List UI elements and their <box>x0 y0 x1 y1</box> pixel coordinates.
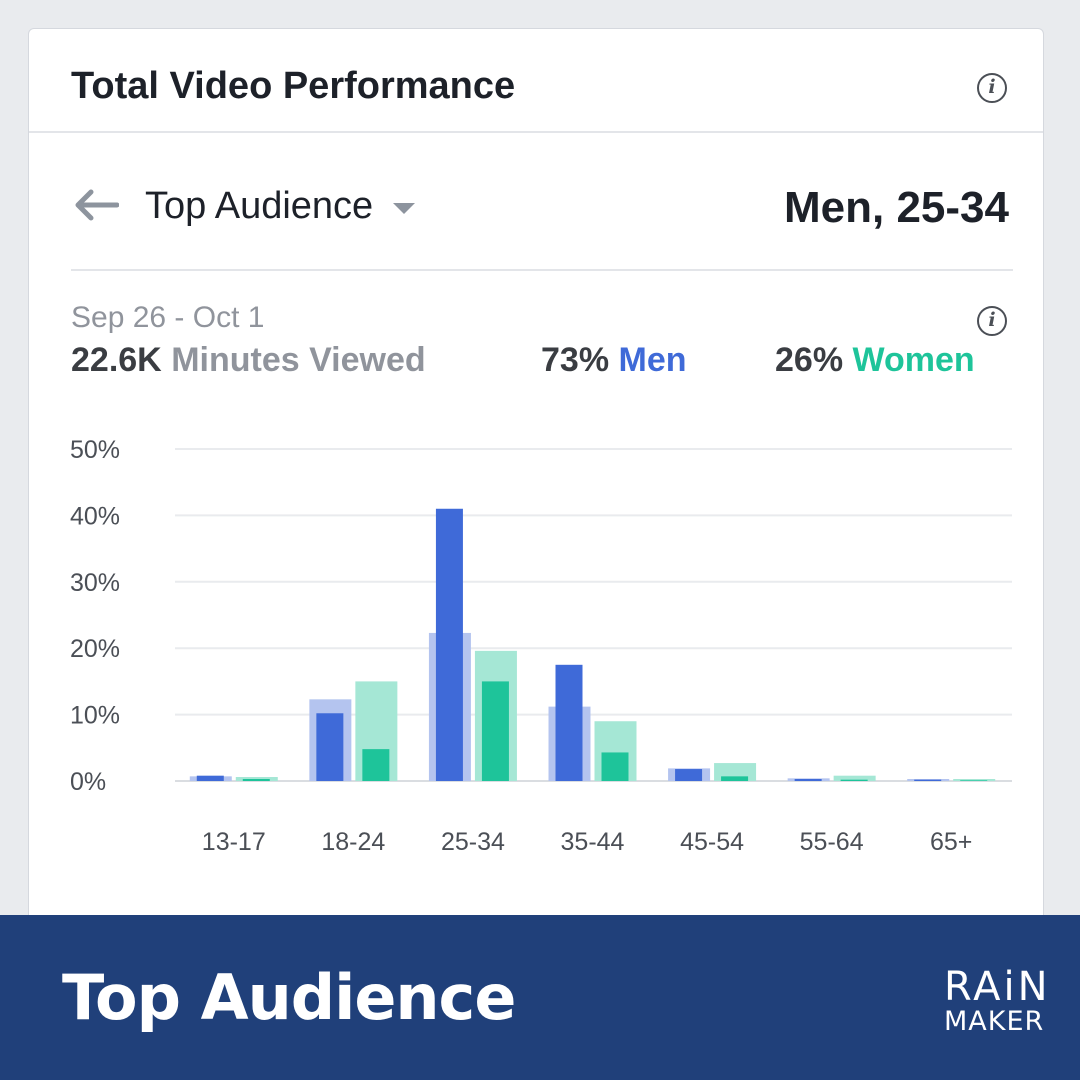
banner-title: Top Audience <box>62 961 516 1034</box>
women-percent: 26% <box>775 341 844 379</box>
audience-dropdown[interactable]: Top Audience <box>145 185 416 228</box>
y-tick-label: 30% <box>70 569 120 597</box>
y-tick-label: 50% <box>70 436 120 464</box>
back-arrow-icon[interactable] <box>73 189 119 221</box>
x-tick-label: 55-64 <box>800 828 864 856</box>
x-tick-label: 13-17 <box>202 828 266 856</box>
bar-women-45-54[interactable] <box>721 776 749 781</box>
men-label: Men <box>618 341 687 379</box>
minutes-viewed-stat: 22.6K Minutes Viewed <box>71 341 426 380</box>
bar-men-35-44[interactable] <box>555 664 583 781</box>
x-tick-label: 18-24 <box>321 828 385 856</box>
bar-men-25-34[interactable] <box>435 508 463 781</box>
audience-dropdown-label: Top Audience <box>145 185 374 227</box>
logo-line-1: RAiN <box>944 964 1051 1010</box>
minutes-value: 22.6K <box>71 341 162 379</box>
info-icon[interactable]: i <box>977 73 1007 103</box>
bar-women-35-44[interactable] <box>601 752 629 781</box>
chart-info-icon[interactable]: i <box>977 306 1007 336</box>
y-tick-label: 10% <box>70 702 120 730</box>
bar-women-comparison-65+[interactable] <box>953 779 996 781</box>
top-audience-value: Men, 25-34 <box>784 183 1009 232</box>
bar-men-65+[interactable] <box>914 779 942 781</box>
footer-banner: Top Audience RAiN MAKER <box>0 915 1080 1080</box>
minutes-label: Minutes Viewed <box>171 341 426 379</box>
card-title: Total Video Performance <box>71 65 516 107</box>
logo-line-2: MAKER <box>944 1006 1045 1037</box>
age-gender-bar-chart: 0% 10% 20% 30% 40% 50% 13-17 18-24 25-34 35-44 45-… <box>70 436 1012 856</box>
women-label: Women <box>852 341 975 379</box>
bar-men-55-64[interactable] <box>794 779 822 781</box>
chevron-down-icon <box>393 203 416 214</box>
x-tick-label: 45-54 <box>680 828 744 856</box>
date-range: Sep 26 - Oct 1 <box>71 301 265 334</box>
bar-women-65+[interactable] <box>960 780 988 781</box>
card-header: Total Video Performance i <box>29 29 1043 133</box>
women-share-stat: 26% Women <box>775 341 975 380</box>
y-tick-label: 20% <box>70 635 120 663</box>
bar-women-25-34[interactable] <box>481 681 509 781</box>
bar-men-18-24[interactable] <box>316 713 344 781</box>
men-share-stat: 73% Men <box>541 341 687 380</box>
x-tick-label: 35-44 <box>561 828 625 856</box>
rainmaker-logo: RAiN MAKER <box>944 967 1048 1037</box>
bar-men-45-54[interactable] <box>675 769 703 781</box>
y-tick-label: 0% <box>70 768 106 796</box>
x-tick-label: 65+ <box>930 828 972 856</box>
x-tick-label: 25-34 <box>441 828 505 856</box>
bar-women-13-17[interactable] <box>242 779 270 781</box>
bar-women-comparison-55-64[interactable] <box>833 775 876 781</box>
bar-women-55-64[interactable] <box>840 779 868 781</box>
y-tick-label: 40% <box>70 502 120 530</box>
divider <box>71 269 1013 271</box>
bar-men-13-17[interactable] <box>196 775 224 781</box>
bar-women-18-24[interactable] <box>362 749 390 781</box>
men-percent: 73% <box>541 341 610 379</box>
